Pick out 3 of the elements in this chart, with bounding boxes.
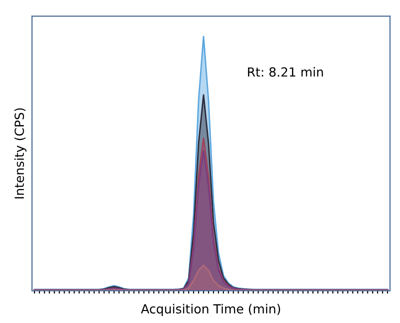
- annotation: Rt: 8.21 min: [248, 67, 323, 77]
- y-axis-title: Intensity (CPS): [14, 108, 26, 198]
- x-axis-title: Acquisition Time (min): [140, 304, 280, 316]
